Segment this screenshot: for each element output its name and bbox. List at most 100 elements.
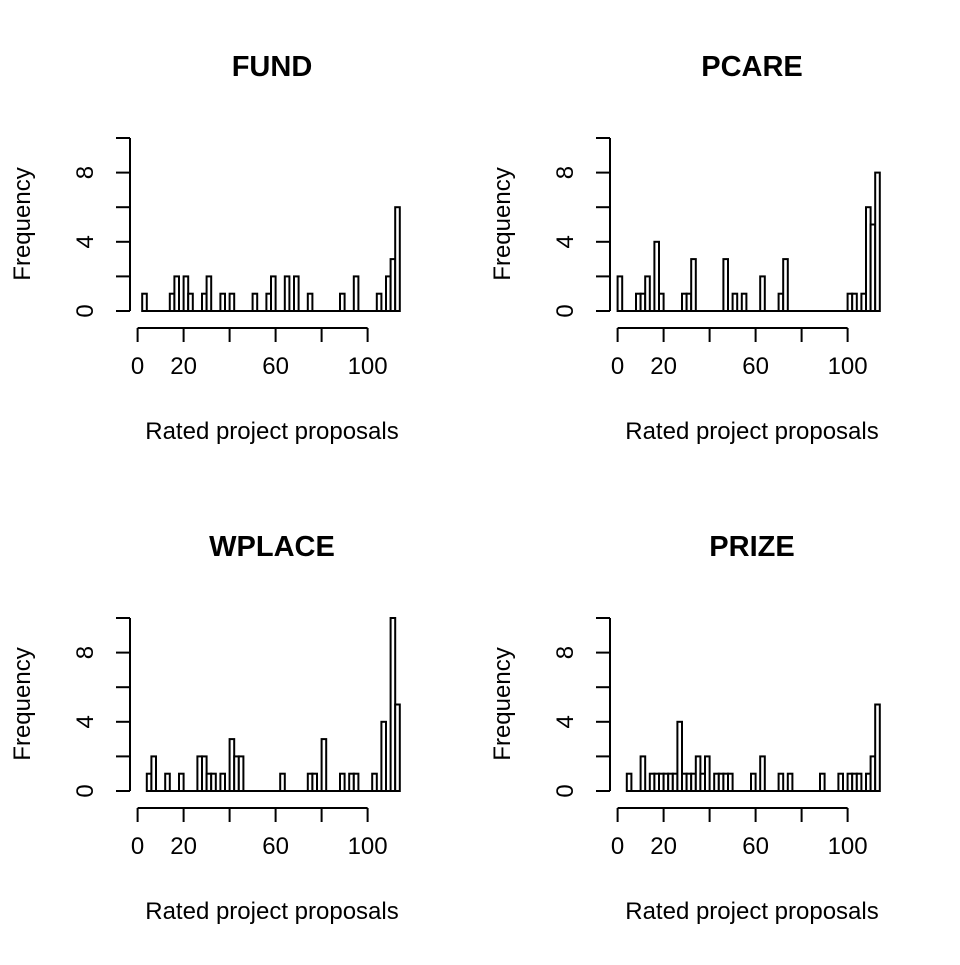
histogram-bar [851, 292, 858, 313]
histogram-bar [394, 703, 401, 792]
histogram-bar [279, 772, 286, 793]
x-tick-label: 0 [131, 833, 144, 860]
histogram-bar [371, 772, 378, 793]
histogram-bar [777, 772, 785, 793]
histogram-bar [625, 772, 633, 793]
histogram-bar [782, 258, 789, 313]
histogram-bar [293, 275, 300, 312]
y-tick-label: 4 [552, 715, 579, 728]
histogram-bar [658, 292, 665, 313]
y-axis-label: Frequency [489, 647, 516, 760]
y-tick-label: 4 [72, 715, 99, 728]
histogram-bar [855, 772, 863, 793]
x-tick-label: 0 [611, 353, 624, 380]
histogram-bar [320, 738, 328, 793]
x-tick-label: 60 [742, 833, 769, 860]
histogram-bar [690, 258, 697, 313]
panel-title: PRIZE [709, 531, 794, 563]
histogram-panel-fund: FUND 0 4 8 0 20 60 100 Rated project proposals Fr… [9, 51, 401, 445]
histogram-bar [283, 275, 291, 312]
y-tick-label: 8 [72, 646, 99, 659]
histogram-bar [394, 206, 401, 312]
histogram-bar [676, 720, 683, 792]
histogram-bar [150, 755, 157, 792]
x-axis-label: Rated project proposals [625, 418, 878, 445]
histogram-bar [173, 275, 180, 312]
histogram-bar [352, 275, 360, 312]
histogram-bar [352, 772, 360, 793]
histogram-bar [759, 275, 766, 312]
y-tick-label: 8 [72, 166, 99, 179]
histogram-bar [653, 240, 660, 312]
x-tick-label: 60 [262, 353, 289, 380]
y-tick-label: 4 [72, 235, 99, 248]
panel-title: PCARE [701, 51, 803, 83]
x-tick-label: 0 [611, 833, 624, 860]
x-axis-label: Rated project proposals [145, 418, 398, 445]
histogram-panel-pcare: PCARE 0 4 8 0 20 60 100 Rated project proposals F… [489, 51, 881, 445]
y-axis-label: Frequency [489, 167, 516, 280]
x-tick-label: 20 [170, 833, 197, 860]
histogram-bar [270, 275, 277, 312]
histogram-bar [187, 292, 194, 313]
x-tick-label: 20 [170, 353, 197, 380]
y-tick-label: 8 [552, 646, 579, 659]
histogram-bar [380, 720, 387, 792]
x-tick-label: 100 [828, 833, 868, 860]
x-tick-label: 60 [262, 833, 289, 860]
y-tick-label: 0 [552, 304, 579, 317]
x-tick-label: 100 [348, 833, 388, 860]
x-tick-label: 0 [131, 353, 144, 380]
x-tick-label: 100 [348, 353, 388, 380]
histogram-bar [740, 292, 748, 313]
y-axis-label: Frequency [9, 167, 36, 280]
x-tick-label: 100 [828, 353, 868, 380]
histogram-bar [759, 755, 766, 792]
histogram-bar [339, 292, 346, 313]
histogram-bar [219, 772, 226, 793]
y-tick-label: 0 [72, 784, 99, 797]
histogram-bar [727, 772, 734, 793]
histogram-bar [141, 292, 148, 313]
x-axis-label: Rated project proposals [145, 898, 398, 925]
histogram-bar [786, 772, 794, 793]
histogram-bar [731, 292, 739, 313]
histogram-bar [704, 755, 711, 792]
histogram-panel-wplace: WPLACE 0 4 8 0 20 60 100 Rated project proposals… [9, 531, 401, 925]
histogram-bar [639, 755, 647, 792]
panel-title: FUND [232, 51, 313, 83]
histogram-bar [210, 772, 217, 793]
histogram-bar [819, 772, 826, 793]
histogram-bar [750, 772, 757, 793]
histogram-bar [228, 292, 236, 313]
histogram-bar [306, 292, 314, 313]
histogram-bar [237, 755, 245, 792]
histogram-bar [616, 275, 624, 312]
x-tick-label: 20 [650, 353, 677, 380]
y-tick-label: 0 [552, 784, 579, 797]
histogram-bar [205, 275, 213, 312]
x-tick-label: 20 [650, 833, 677, 860]
x-tick-label: 60 [742, 353, 769, 380]
histogram-bar [251, 292, 259, 313]
y-tick-label: 8 [552, 166, 579, 179]
x-axis-label: Rated project proposals [625, 898, 878, 925]
panel-title: WPLACE [209, 531, 335, 563]
histogram-bar [644, 275, 651, 312]
histogram-bar [311, 772, 318, 793]
histogram-bar [722, 258, 729, 313]
histogram-bar [164, 772, 171, 793]
y-tick-label: 4 [552, 235, 579, 248]
histogram-panel-prize: PRIZE 0 4 8 0 20 60 100 Rated project proposals F… [489, 531, 881, 925]
histogram-bar [219, 292, 226, 313]
histogram-bar [837, 772, 844, 793]
histogram-bar [375, 292, 383, 313]
histogram-bar [178, 772, 185, 793]
histogram-bar [874, 171, 881, 312]
y-tick-label: 0 [72, 304, 99, 317]
histogram-bar [874, 703, 881, 792]
y-axis-label: Frequency [9, 647, 36, 760]
histogram-bar [339, 772, 346, 793]
